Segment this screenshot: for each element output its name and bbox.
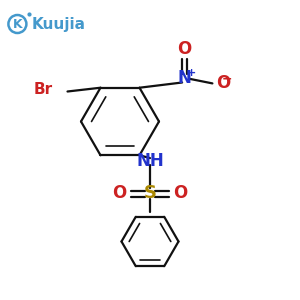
Text: K: K	[13, 17, 22, 31]
Text: Br: Br	[33, 82, 52, 98]
Text: O: O	[216, 74, 230, 92]
Text: NH: NH	[136, 152, 164, 169]
Text: −: −	[222, 72, 233, 85]
Text: Kuujia: Kuujia	[32, 16, 86, 32]
Text: N: N	[178, 69, 191, 87]
Text: O: O	[177, 40, 192, 58]
Text: O: O	[112, 184, 127, 202]
Text: S: S	[143, 184, 157, 202]
Text: +: +	[188, 68, 196, 78]
Text: O: O	[173, 184, 188, 202]
